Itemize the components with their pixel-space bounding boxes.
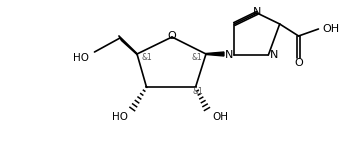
Text: HO: HO	[112, 112, 128, 122]
Text: OH: OH	[322, 24, 339, 34]
Text: O: O	[294, 58, 303, 68]
Text: OH: OH	[212, 112, 228, 122]
Text: O: O	[167, 31, 176, 41]
Text: N: N	[224, 50, 233, 60]
Text: &1: &1	[192, 87, 203, 97]
Polygon shape	[119, 36, 138, 55]
Text: N: N	[253, 7, 261, 17]
Text: N: N	[270, 50, 278, 60]
Polygon shape	[206, 52, 224, 56]
Text: &1: &1	[191, 54, 202, 62]
Text: HO: HO	[73, 53, 89, 63]
Text: &1: &1	[141, 54, 152, 62]
